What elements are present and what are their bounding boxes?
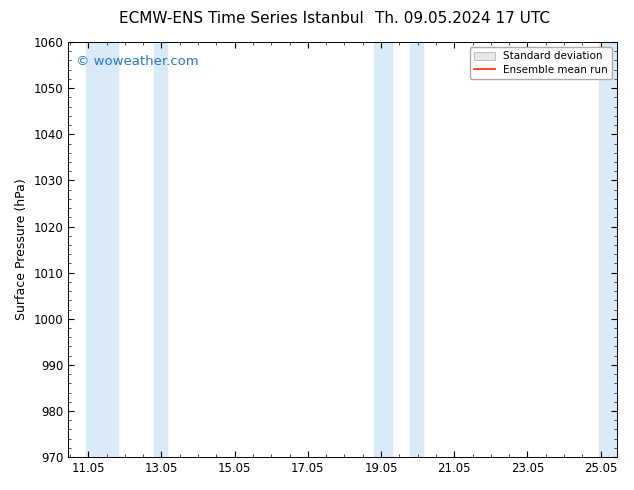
- Bar: [373, 42, 392, 457]
- Bar: [410, 42, 423, 457]
- Bar: [154, 42, 167, 457]
- Y-axis label: Surface Pressure (hPa): Surface Pressure (hPa): [15, 179, 28, 320]
- Text: ECMW-ENS Time Series Istanbul: ECMW-ENS Time Series Istanbul: [119, 11, 363, 26]
- Bar: [598, 42, 617, 457]
- Bar: [86, 42, 117, 457]
- Text: Th. 09.05.2024 17 UTC: Th. 09.05.2024 17 UTC: [375, 11, 550, 26]
- Legend: Standard deviation, Ensemble mean run: Standard deviation, Ensemble mean run: [470, 47, 612, 79]
- Text: © woweather.com: © woweather.com: [77, 54, 199, 68]
